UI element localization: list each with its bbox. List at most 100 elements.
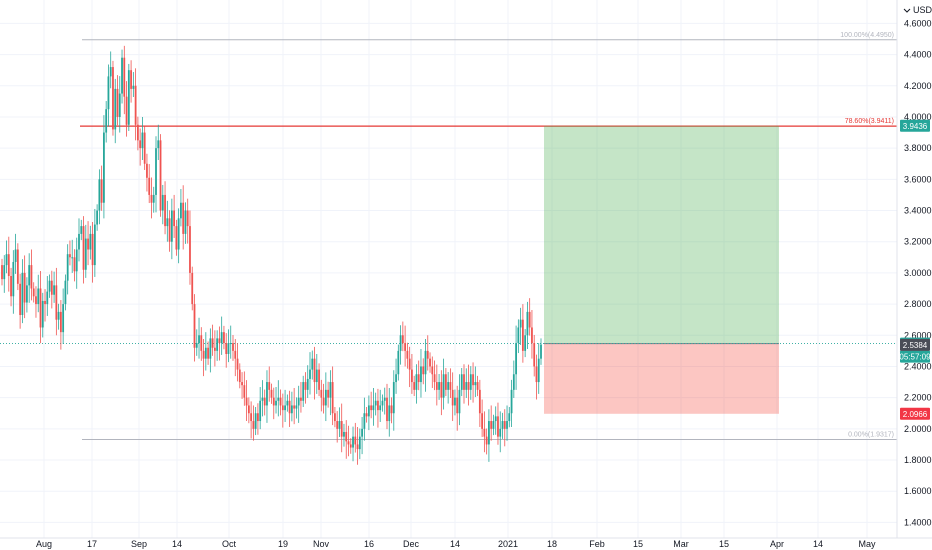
candle-body bbox=[472, 374, 474, 386]
candle-body bbox=[451, 389, 454, 406]
x-tick-label: 16 bbox=[364, 539, 374, 549]
candle-body bbox=[182, 202, 185, 234]
candle-body bbox=[16, 249, 19, 284]
candle-body bbox=[245, 397, 248, 406]
candle-body bbox=[98, 179, 101, 211]
candles bbox=[1, 45, 542, 465]
candle-body bbox=[537, 358, 540, 383]
candle-body bbox=[227, 343, 230, 354]
candle-body bbox=[14, 249, 17, 262]
y-tick-label: 4.2000 bbox=[904, 81, 932, 91]
currency-text: USDT bbox=[913, 5, 932, 15]
candle-body bbox=[510, 389, 513, 414]
candle-body bbox=[232, 343, 234, 351]
candle-body bbox=[89, 233, 92, 250]
y-tick-label: 4.6000 bbox=[904, 18, 932, 28]
candle-body bbox=[195, 343, 198, 348]
candle-body bbox=[485, 436, 488, 445]
candle-body bbox=[481, 413, 484, 429]
x-tick-label: 2021 bbox=[498, 539, 518, 549]
candle-body bbox=[406, 350, 409, 359]
candle-body bbox=[39, 288, 42, 328]
candle-body bbox=[424, 350, 427, 375]
candle-body bbox=[411, 369, 413, 383]
candle-body bbox=[444, 374, 447, 390]
x-tick-label: 15 bbox=[633, 539, 643, 549]
candle-body bbox=[261, 397, 264, 401]
candle-body bbox=[114, 88, 117, 130]
candle-body bbox=[107, 76, 110, 110]
price-tag bbox=[900, 407, 930, 420]
candle-body bbox=[356, 444, 359, 450]
candle-body bbox=[216, 338, 219, 351]
candle-body bbox=[277, 397, 280, 401]
candle-body bbox=[524, 335, 527, 351]
candle-body bbox=[155, 148, 157, 195]
candle-body bbox=[512, 374, 515, 390]
candle-body bbox=[295, 405, 298, 409]
candle-body bbox=[306, 378, 309, 390]
candle-body bbox=[338, 421, 341, 429]
candle-body bbox=[279, 397, 282, 406]
candle-body bbox=[476, 382, 479, 390]
candle-body bbox=[336, 421, 339, 429]
price-tag-label: 2.0966 bbox=[903, 410, 928, 419]
candle-body bbox=[130, 70, 132, 89]
candle-body bbox=[324, 389, 327, 406]
price-tag bbox=[900, 338, 930, 351]
candle-body bbox=[431, 366, 434, 375]
candle-body bbox=[297, 397, 300, 406]
x-tick-label: Dec bbox=[403, 539, 420, 549]
candle-body bbox=[168, 218, 171, 242]
x-tick-label: 14 bbox=[172, 539, 182, 549]
y-tick-label: 3.6000 bbox=[904, 174, 932, 184]
candle-body bbox=[533, 343, 536, 367]
candle-body bbox=[374, 400, 377, 406]
candle-body bbox=[44, 300, 46, 305]
candle-body bbox=[180, 202, 182, 219]
candle-body bbox=[379, 405, 382, 411]
candle-body bbox=[218, 338, 221, 344]
candle-body bbox=[211, 338, 214, 348]
candle-body bbox=[540, 344, 542, 359]
price-tag-label: 2.5384 bbox=[903, 341, 928, 350]
candle-body bbox=[284, 405, 286, 411]
candle-body bbox=[315, 369, 318, 383]
candle-body bbox=[354, 436, 357, 445]
candle-body bbox=[191, 272, 194, 305]
candle-body bbox=[184, 210, 187, 234]
y-tick-label: 4.0000 bbox=[904, 112, 932, 122]
candle-body bbox=[395, 374, 397, 383]
long-position-tool[interactable] bbox=[0, 125, 897, 414]
candle-body bbox=[7, 254, 10, 277]
candle-body bbox=[526, 311, 529, 336]
candle-body bbox=[447, 382, 450, 390]
y-tick-label: 2.4000 bbox=[904, 361, 932, 371]
candle-body bbox=[105, 109, 108, 133]
candle-body bbox=[442, 374, 445, 398]
candle-body bbox=[275, 400, 277, 406]
candle-body bbox=[300, 397, 302, 401]
candle-body bbox=[93, 224, 96, 266]
candle-body bbox=[127, 70, 130, 125]
x-tick-label: Sep bbox=[131, 539, 147, 549]
candle-body bbox=[139, 140, 142, 149]
candle-body bbox=[313, 358, 316, 383]
candle-body bbox=[415, 374, 418, 390]
candle-body bbox=[10, 276, 12, 297]
candle-body bbox=[37, 288, 40, 305]
y-tick-label: 3.2000 bbox=[904, 237, 932, 247]
candle-body bbox=[53, 285, 55, 295]
candle-body bbox=[386, 397, 388, 422]
candle-body bbox=[55, 285, 58, 320]
candle-body bbox=[429, 358, 431, 367]
candle-body bbox=[48, 280, 51, 292]
x-tick-label: 14 bbox=[450, 539, 460, 549]
currency-label[interactable]: USDT bbox=[903, 5, 932, 15]
candle-body bbox=[417, 374, 420, 383]
candle-body bbox=[80, 226, 83, 234]
candle-body bbox=[456, 397, 459, 414]
candle-body bbox=[19, 283, 22, 316]
